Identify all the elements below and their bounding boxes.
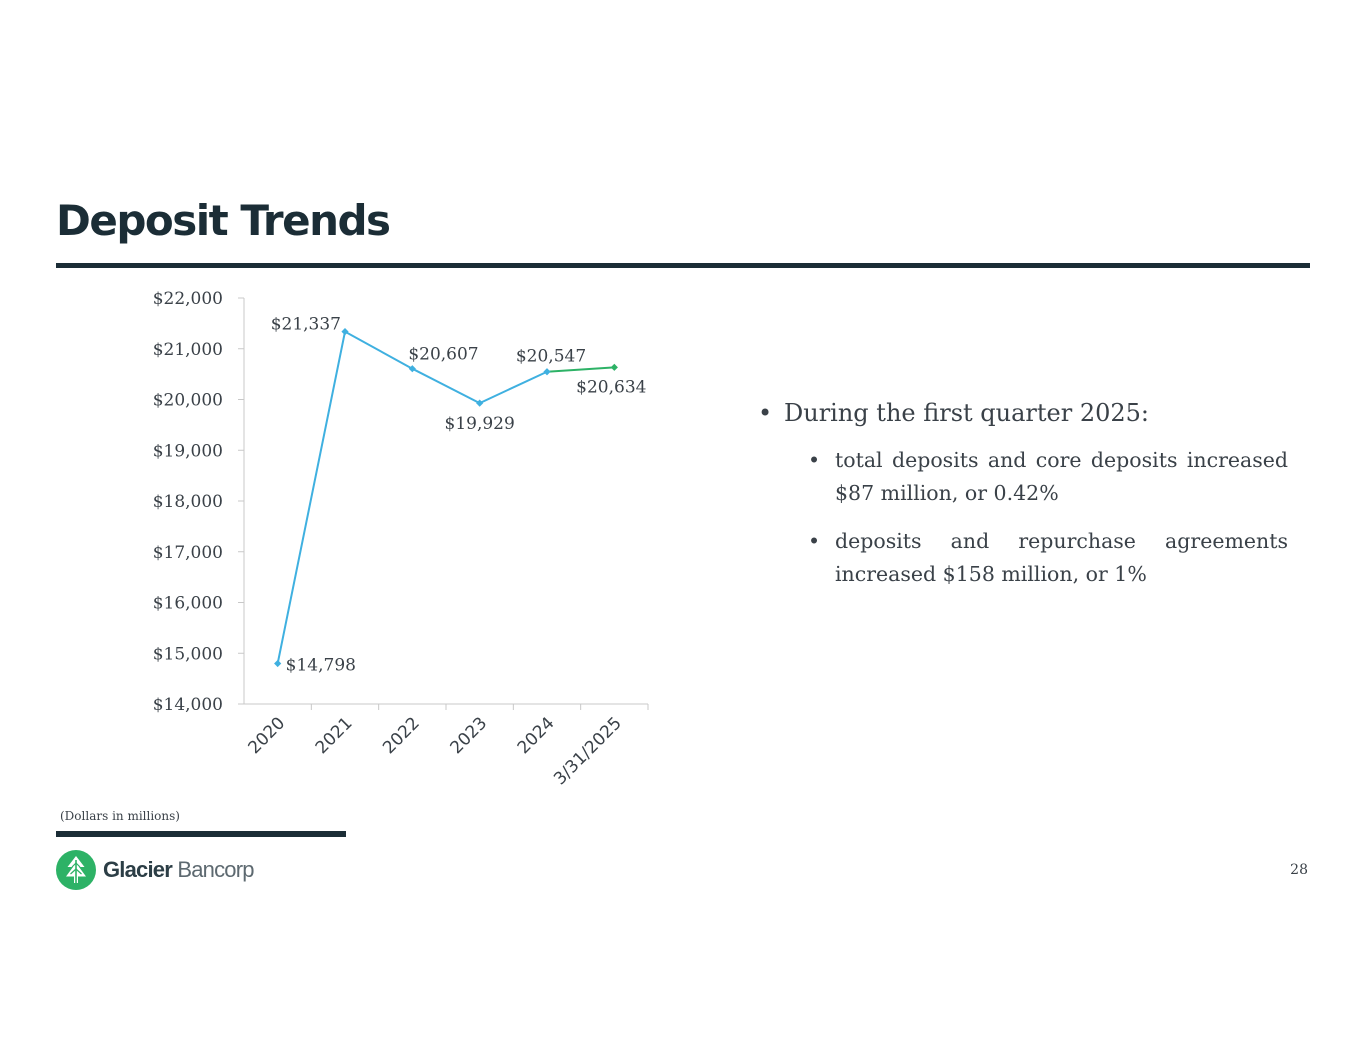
x-tick-label: 3/31/2025 [550, 713, 626, 789]
logo-name-bold: Glacier [103, 857, 173, 882]
slide-title: Deposit Trends [56, 196, 391, 245]
data-label: $21,337 [271, 315, 341, 335]
series-line [276, 330, 548, 664]
x-tick-label: 2020 [244, 713, 289, 758]
data-label: $14,798 [286, 656, 356, 676]
x-tick-label: 2024 [514, 713, 559, 758]
data-point-marker [543, 368, 551, 376]
page-number: 28 [1290, 862, 1308, 878]
data-label: $20,607 [408, 345, 478, 365]
x-tick-label: 2022 [379, 713, 424, 758]
data-point-marker [341, 328, 349, 336]
series-line [546, 366, 615, 373]
y-tick-label: $18,000 [153, 492, 223, 512]
footnote: (Dollars in millions) [60, 809, 180, 823]
title-divider [56, 263, 1310, 268]
x-tick-label: 2021 [312, 713, 357, 758]
bullet-dot: • [808, 448, 821, 472]
data-label: $19,929 [445, 414, 515, 434]
data-point-marker [476, 399, 484, 407]
y-tick-label: $20,000 [153, 391, 223, 411]
data-label: $20,634 [576, 377, 646, 397]
bullet-sub-text: deposits and repurchase agreements incre… [835, 529, 1288, 586]
deposit-trend-chart: $14,000 $15,000 $16,000 $17,000 $18,000 $19,0… [153, 289, 649, 789]
y-tick-label: $16,000 [153, 594, 223, 614]
y-tick-label: $17,000 [153, 543, 223, 563]
footer-divider [56, 831, 346, 837]
bullet-dot: • [758, 399, 773, 427]
bullet-dot: • [808, 529, 821, 553]
bullet-sub-repurchase: • deposits and repurchase agreements inc… [808, 525, 1288, 591]
data-point-marker [408, 365, 416, 373]
glacier-tree-icon [56, 850, 96, 890]
bullet-main-text: During the first quarter 2025: [784, 399, 1150, 427]
data-point-marker [610, 363, 618, 371]
y-tick-label: $21,000 [153, 340, 223, 360]
commentary-bullets: • During the first quarter 2025: • total… [758, 396, 1288, 606]
bullet-sub-total-deposits: • total deposits and core deposits incre… [808, 444, 1288, 510]
logo-wordmark: Glacier Bancorp [103, 857, 254, 883]
y-tick-label: $22,000 [153, 289, 223, 309]
bullet-main: • During the first quarter 2025: [758, 396, 1288, 430]
x-tick-label: 2023 [446, 713, 491, 758]
logo-name-light: Bancorp [177, 857, 254, 882]
y-tick-label: $15,000 [153, 644, 223, 664]
y-tick-label: $14,000 [153, 695, 223, 715]
y-tick-label: $19,000 [153, 441, 223, 461]
bullet-sub-text: total deposits and core deposits increas… [835, 448, 1288, 505]
glacier-bancorp-logo: Glacier Bancorp [56, 850, 254, 890]
data-point-marker [274, 659, 282, 668]
data-label: $20,547 [516, 347, 586, 367]
